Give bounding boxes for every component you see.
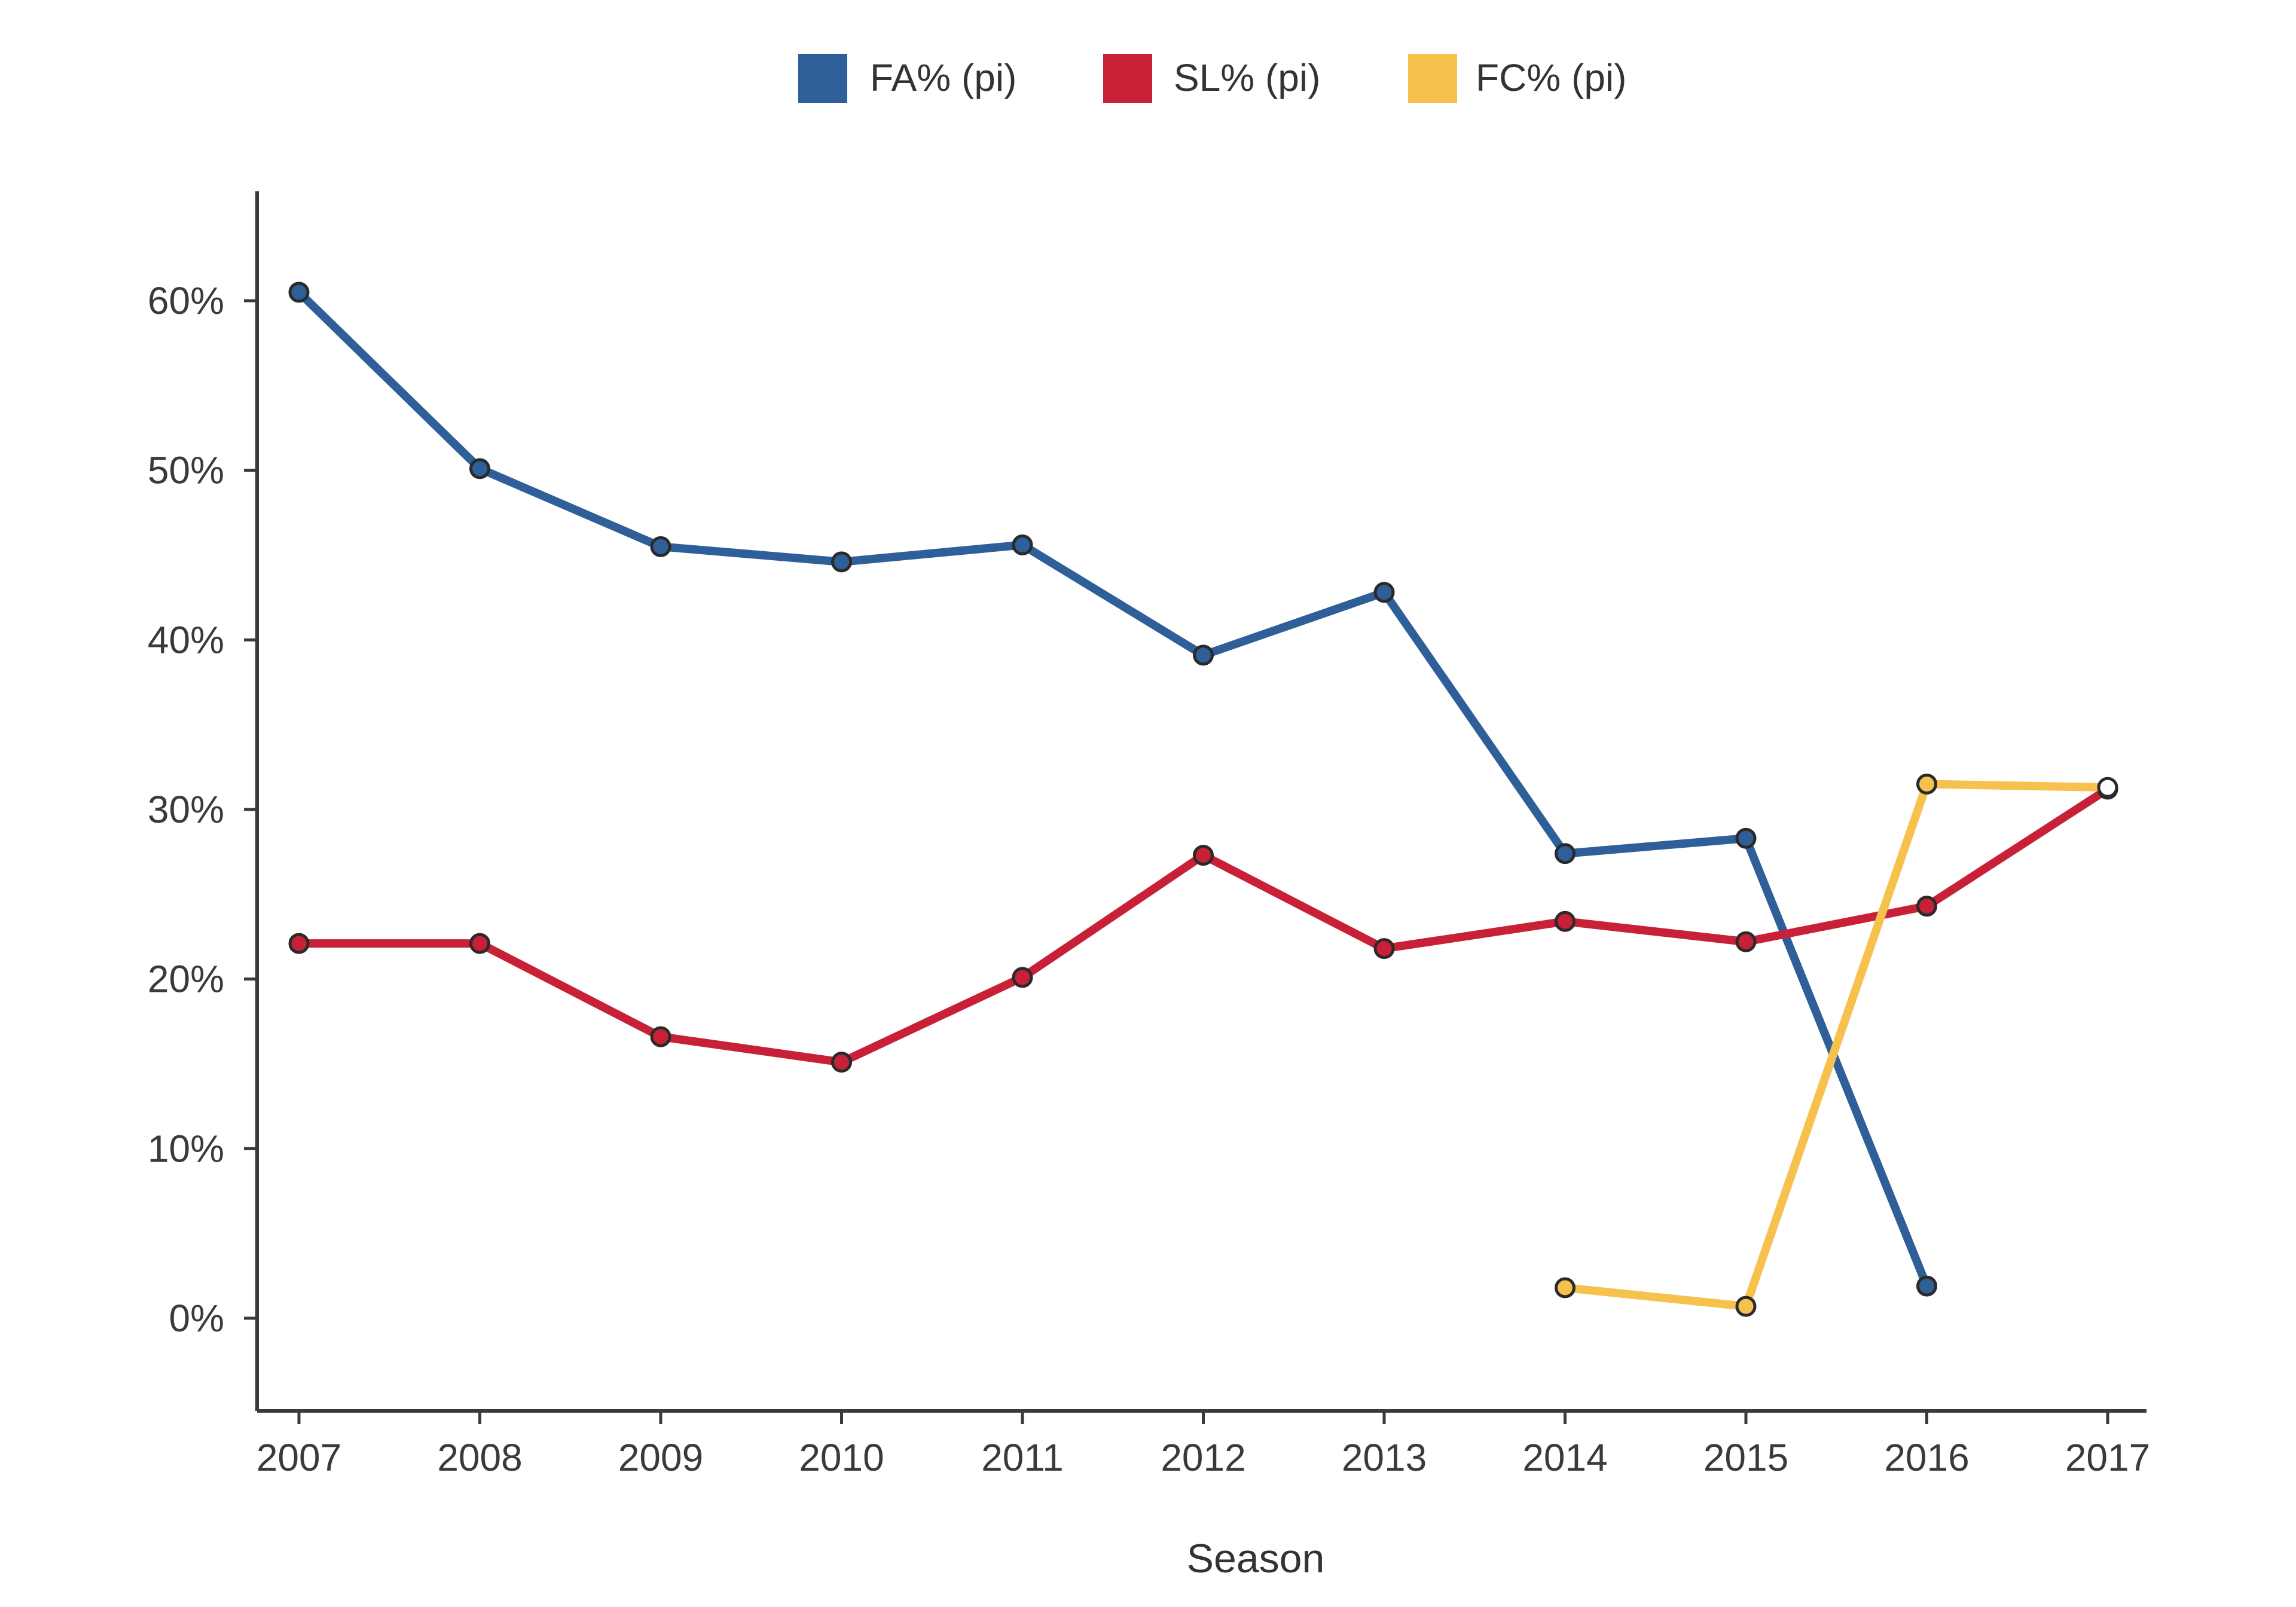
data-point[interactable] bbox=[1373, 938, 1395, 960]
data-point[interactable] bbox=[650, 536, 671, 557]
data-point[interactable] bbox=[1012, 967, 1033, 988]
data-point[interactable] bbox=[1735, 1296, 1757, 1317]
series-line bbox=[1561, 780, 2112, 1311]
data-point[interactable] bbox=[1916, 1275, 1937, 1297]
x-tick-label: 2016 bbox=[1884, 1436, 1969, 1479]
data-point[interactable] bbox=[1555, 843, 1576, 864]
x-tick-label: 2011 bbox=[981, 1436, 1064, 1479]
data-point[interactable] bbox=[650, 1026, 671, 1047]
plot-area: 0% 10% 20% 30% 40% 50% 60% 2007 2008 2009 2010 2011… bbox=[148, 191, 2150, 1479]
x-tick-label: 2012 bbox=[1161, 1436, 1245, 1479]
data-point[interactable] bbox=[469, 933, 490, 954]
y-tick-label: 60% bbox=[148, 279, 224, 322]
data-point[interactable] bbox=[1555, 911, 1576, 932]
axes: 0% 10% 20% 30% 40% 50% 60% 2007 2008 2009 2010 2011… bbox=[148, 191, 2150, 1479]
x-tick-label: 2008 bbox=[437, 1436, 522, 1479]
series-line bbox=[295, 288, 1931, 1291]
data-point[interactable] bbox=[288, 933, 310, 954]
x-tick-label: 2007 bbox=[257, 1436, 341, 1479]
data-point[interactable] bbox=[1916, 773, 1937, 795]
x-tick-label: 2009 bbox=[618, 1436, 703, 1479]
legend-item[interactable]: FA% (pi) bbox=[798, 54, 1016, 103]
y-tick-label: 10% bbox=[148, 1127, 224, 1170]
x-tick-label: 2010 bbox=[799, 1436, 884, 1479]
legend-label: SL% (pi) bbox=[1174, 56, 1320, 99]
series-2 bbox=[288, 778, 2118, 1073]
legend-item[interactable]: SL% (pi) bbox=[1103, 54, 1320, 103]
series-1 bbox=[288, 282, 1937, 1297]
x-tick-label: 2013 bbox=[1342, 1436, 1427, 1479]
data-point[interactable] bbox=[1555, 1277, 1576, 1299]
legend-label: FA% (pi) bbox=[870, 56, 1016, 99]
y-tick-label: 50% bbox=[148, 449, 224, 492]
y-tick-label: 20% bbox=[148, 958, 224, 1001]
x-tick-label: 2017 bbox=[2065, 1436, 2150, 1479]
x-tick-label: 2015 bbox=[1703, 1436, 1788, 1479]
data-point[interactable] bbox=[2097, 777, 2118, 798]
legend: FA% (pi) SL% (pi) FC% (pi) bbox=[798, 54, 1626, 103]
data-point[interactable] bbox=[469, 458, 490, 479]
data-point[interactable] bbox=[1735, 931, 1757, 952]
y-tick-label: 30% bbox=[148, 788, 224, 831]
data-point[interactable] bbox=[1193, 845, 1214, 866]
data-point[interactable] bbox=[1193, 644, 1214, 666]
data-point[interactable] bbox=[288, 282, 310, 303]
x-tick-label: 2014 bbox=[1522, 1436, 1607, 1479]
y-tick-label: 0% bbox=[169, 1297, 225, 1340]
legend-swatch bbox=[798, 54, 847, 103]
x-axis-title: Season bbox=[1187, 1536, 1325, 1581]
data-point[interactable] bbox=[1916, 896, 1937, 917]
legend-swatch bbox=[1408, 54, 1457, 103]
series-3 bbox=[1555, 773, 2118, 1317]
data-point[interactable] bbox=[1373, 582, 1395, 603]
legend-swatch bbox=[1103, 54, 1152, 103]
legend-item[interactable]: FC% (pi) bbox=[1408, 54, 1626, 103]
legend-label: FC% (pi) bbox=[1476, 56, 1626, 99]
series-layer bbox=[288, 282, 2118, 1317]
data-point[interactable] bbox=[831, 551, 852, 573]
y-tick-label: 40% bbox=[148, 618, 224, 661]
data-point[interactable] bbox=[1012, 534, 1033, 555]
data-point[interactable] bbox=[831, 1052, 852, 1073]
data-point[interactable] bbox=[1735, 827, 1757, 849]
series-line bbox=[295, 784, 2112, 1067]
